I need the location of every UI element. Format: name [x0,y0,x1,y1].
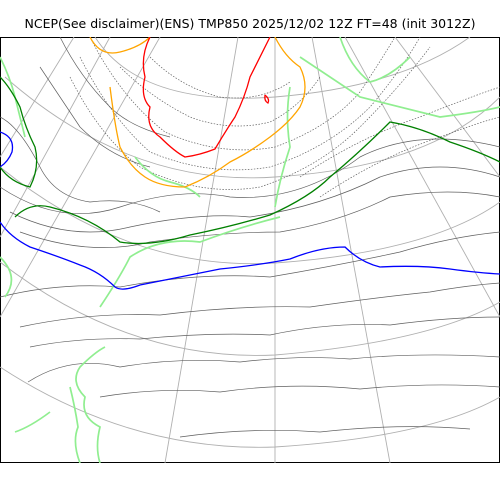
meridian-line [311,37,391,463]
isotherm-blue [0,221,500,290]
chart-title: NCEP(See disclaimer)(ENS) TMP850 2025/12… [24,16,476,31]
parallel-line [4,76,500,179]
coastline-west [75,346,106,463]
coastline-inner [134,156,201,198]
meridian-line [0,37,75,158]
isotherm-red-blob [264,94,270,104]
coastline-islands [69,386,81,463]
meridian-line [164,37,239,463]
coastline-islet [14,411,51,433]
parallel-line [0,261,500,356]
coastline-strait [274,86,291,208]
dotted-contours [69,37,500,198]
meridian-line [0,37,111,238]
isotherm-red [142,37,271,158]
isotherm-green-west [0,76,38,188]
isotherm-orange-north [89,37,151,54]
map-border [0,37,500,463]
coastline-peninsula [0,256,13,298]
isotherm-orange [109,37,306,188]
map-panel [0,37,500,463]
coastline-east [299,56,500,118]
parallel-line [94,37,471,99]
map-canvas [0,37,500,463]
parallel-line [0,366,500,448]
meridian-line [344,37,500,318]
coastline-north-east [339,37,411,83]
isotherm-blue-north [0,131,14,168]
parallel-line [0,166,500,265]
graticule [0,37,500,463]
meridian-line [0,37,161,318]
isotherm-green [14,121,500,245]
coastline-central [99,216,281,308]
